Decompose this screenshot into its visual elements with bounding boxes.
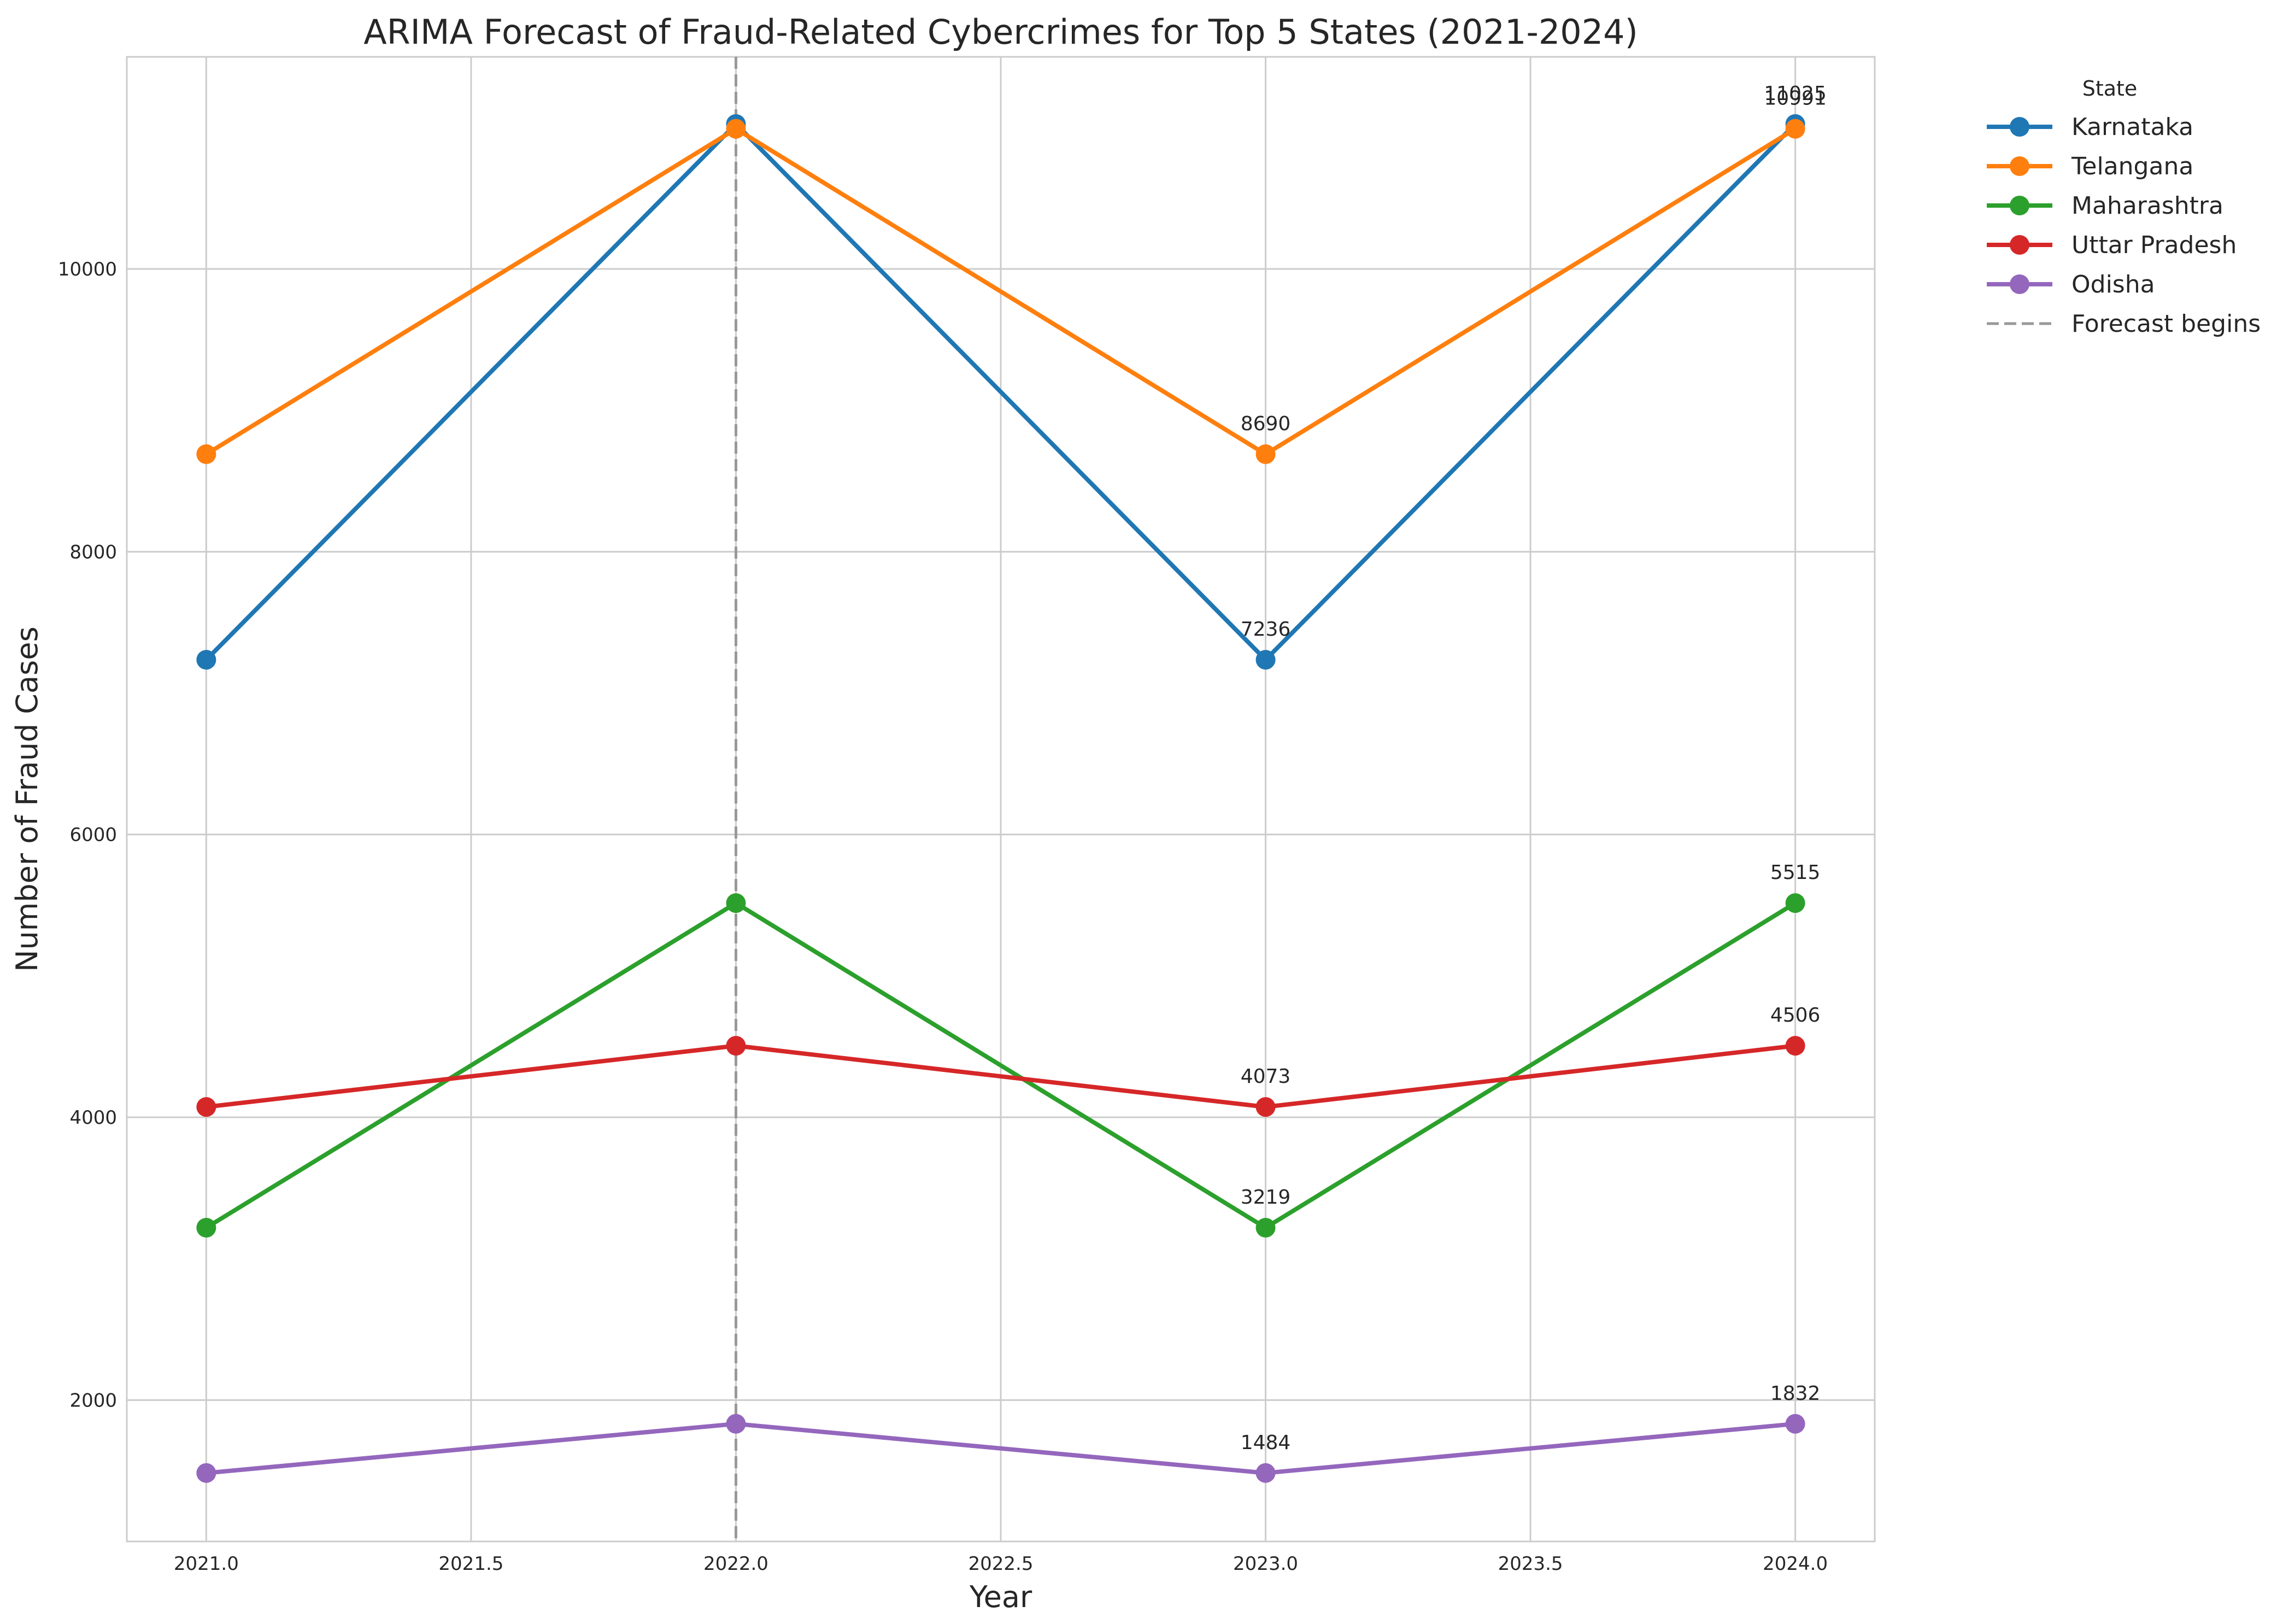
data-point-karnataka: [1255, 649, 1276, 670]
data-point-odisha: [726, 1414, 746, 1434]
data-label-odisha: 1484: [1241, 1432, 1291, 1454]
data-label-maharashtra: 3219: [1241, 1186, 1291, 1209]
legend-label-telangana: Telangana: [2071, 153, 2193, 180]
series-line-karnataka: [204, 121, 1797, 662]
series-line-telangana: [205, 126, 1797, 456]
data-point-telangana: [726, 119, 746, 139]
legend-label-karnataka: Karnataka: [2071, 113, 2193, 141]
x-tick-label: 2021.5: [438, 1553, 503, 1575]
label-layer: 7236 11025 8690 10991 3219 5515 4073 4506 1484 18…: [1241, 83, 1827, 1454]
data-point-uttar-pradesh: [1255, 1097, 1276, 1117]
legend-title: State: [2082, 77, 2138, 101]
data-point-uttar-pradesh: [726, 1036, 746, 1056]
series-line-maharashtra: [205, 901, 1797, 1230]
data-point-karnataka: [196, 649, 216, 670]
legend-marker-uttar-pradesh: [2010, 235, 2029, 255]
tick-layer: 2021.0 2021.5 2022.0 2022.5 2023.0 2023.5 2024…: [58, 259, 1828, 1575]
data-point-maharashtra: [726, 893, 746, 913]
legend-label-odisha: Odisha: [2071, 271, 2155, 298]
legend-label-forecast-begins: Forecast begins: [2071, 310, 2261, 338]
chart-title: ARIMA Forecast of Fraud-Related Cybercri…: [363, 12, 1638, 52]
data-label-telangana: 10991: [1764, 87, 1827, 110]
data-label-telangana: 8690: [1241, 413, 1291, 435]
data-point-maharashtra: [1255, 1218, 1276, 1238]
data-label-uttar-pradesh: 4506: [1770, 1004, 1821, 1027]
series-line-odisha: [206, 1421, 1795, 1475]
y-axis-label: Number of Fraud Cases: [10, 626, 44, 972]
data-point-odisha: [1785, 1414, 1805, 1434]
data-point-uttar-pradesh: [1785, 1036, 1805, 1056]
data-point-telangana: [1255, 444, 1276, 464]
y-tick-label: 8000: [69, 541, 117, 563]
plot-frame: [126, 56, 1876, 1543]
data-point-uttar-pradesh: [196, 1097, 216, 1117]
data-point-telangana: [196, 444, 216, 464]
data-label-uttar-pradesh: 4073: [1241, 1065, 1291, 1088]
legend-items: Karnataka Telangana Maharashtra Uttar Prade…: [1987, 113, 2261, 338]
y-tick-label: 10000: [58, 259, 117, 280]
y-tick-label: 2000: [69, 1390, 117, 1411]
data-point-odisha: [196, 1463, 216, 1483]
x-tick-label: 2022.0: [703, 1553, 768, 1575]
legend: State Karnataka Telangana Maharashtra Uttar…: [1987, 77, 2261, 338]
legend-marker-maharashtra: [2010, 196, 2029, 215]
legend-label-uttar-pradesh: Uttar Pradesh: [2071, 231, 2237, 259]
series-layer: [196, 114, 1805, 1483]
x-tick-label: 2021.0: [174, 1553, 239, 1575]
series-line-uttar-pradesh: [206, 1043, 1796, 1110]
data-label-karnataka: 11025: [1764, 83, 1827, 105]
legend-marker-karnataka: [2010, 117, 2029, 137]
legend-label-maharashtra: Maharashtra: [2071, 192, 2223, 220]
x-tick-label: 2022.5: [969, 1553, 1034, 1575]
x-tick-label: 2023.5: [1498, 1553, 1563, 1575]
y-tick-label: 4000: [69, 1107, 117, 1129]
data-point-odisha: [1255, 1463, 1276, 1483]
x-axis-label: Year: [969, 1580, 1032, 1614]
data-label-karnataka: 7236: [1241, 618, 1291, 641]
data-point-maharashtra: [1785, 893, 1805, 913]
legend-marker-odisha: [2010, 274, 2029, 294]
data-point-maharashtra: [196, 1218, 216, 1238]
legend-marker-telangana: [2010, 156, 2029, 176]
y-tick-label: 6000: [69, 824, 117, 846]
x-tick-label: 2024.0: [1763, 1553, 1828, 1575]
data-label-maharashtra: 5515: [1770, 861, 1821, 884]
x-tick-label: 2023.0: [1233, 1553, 1298, 1575]
data-point-telangana: [1785, 119, 1805, 139]
data-label-odisha: 1832: [1770, 1382, 1821, 1405]
